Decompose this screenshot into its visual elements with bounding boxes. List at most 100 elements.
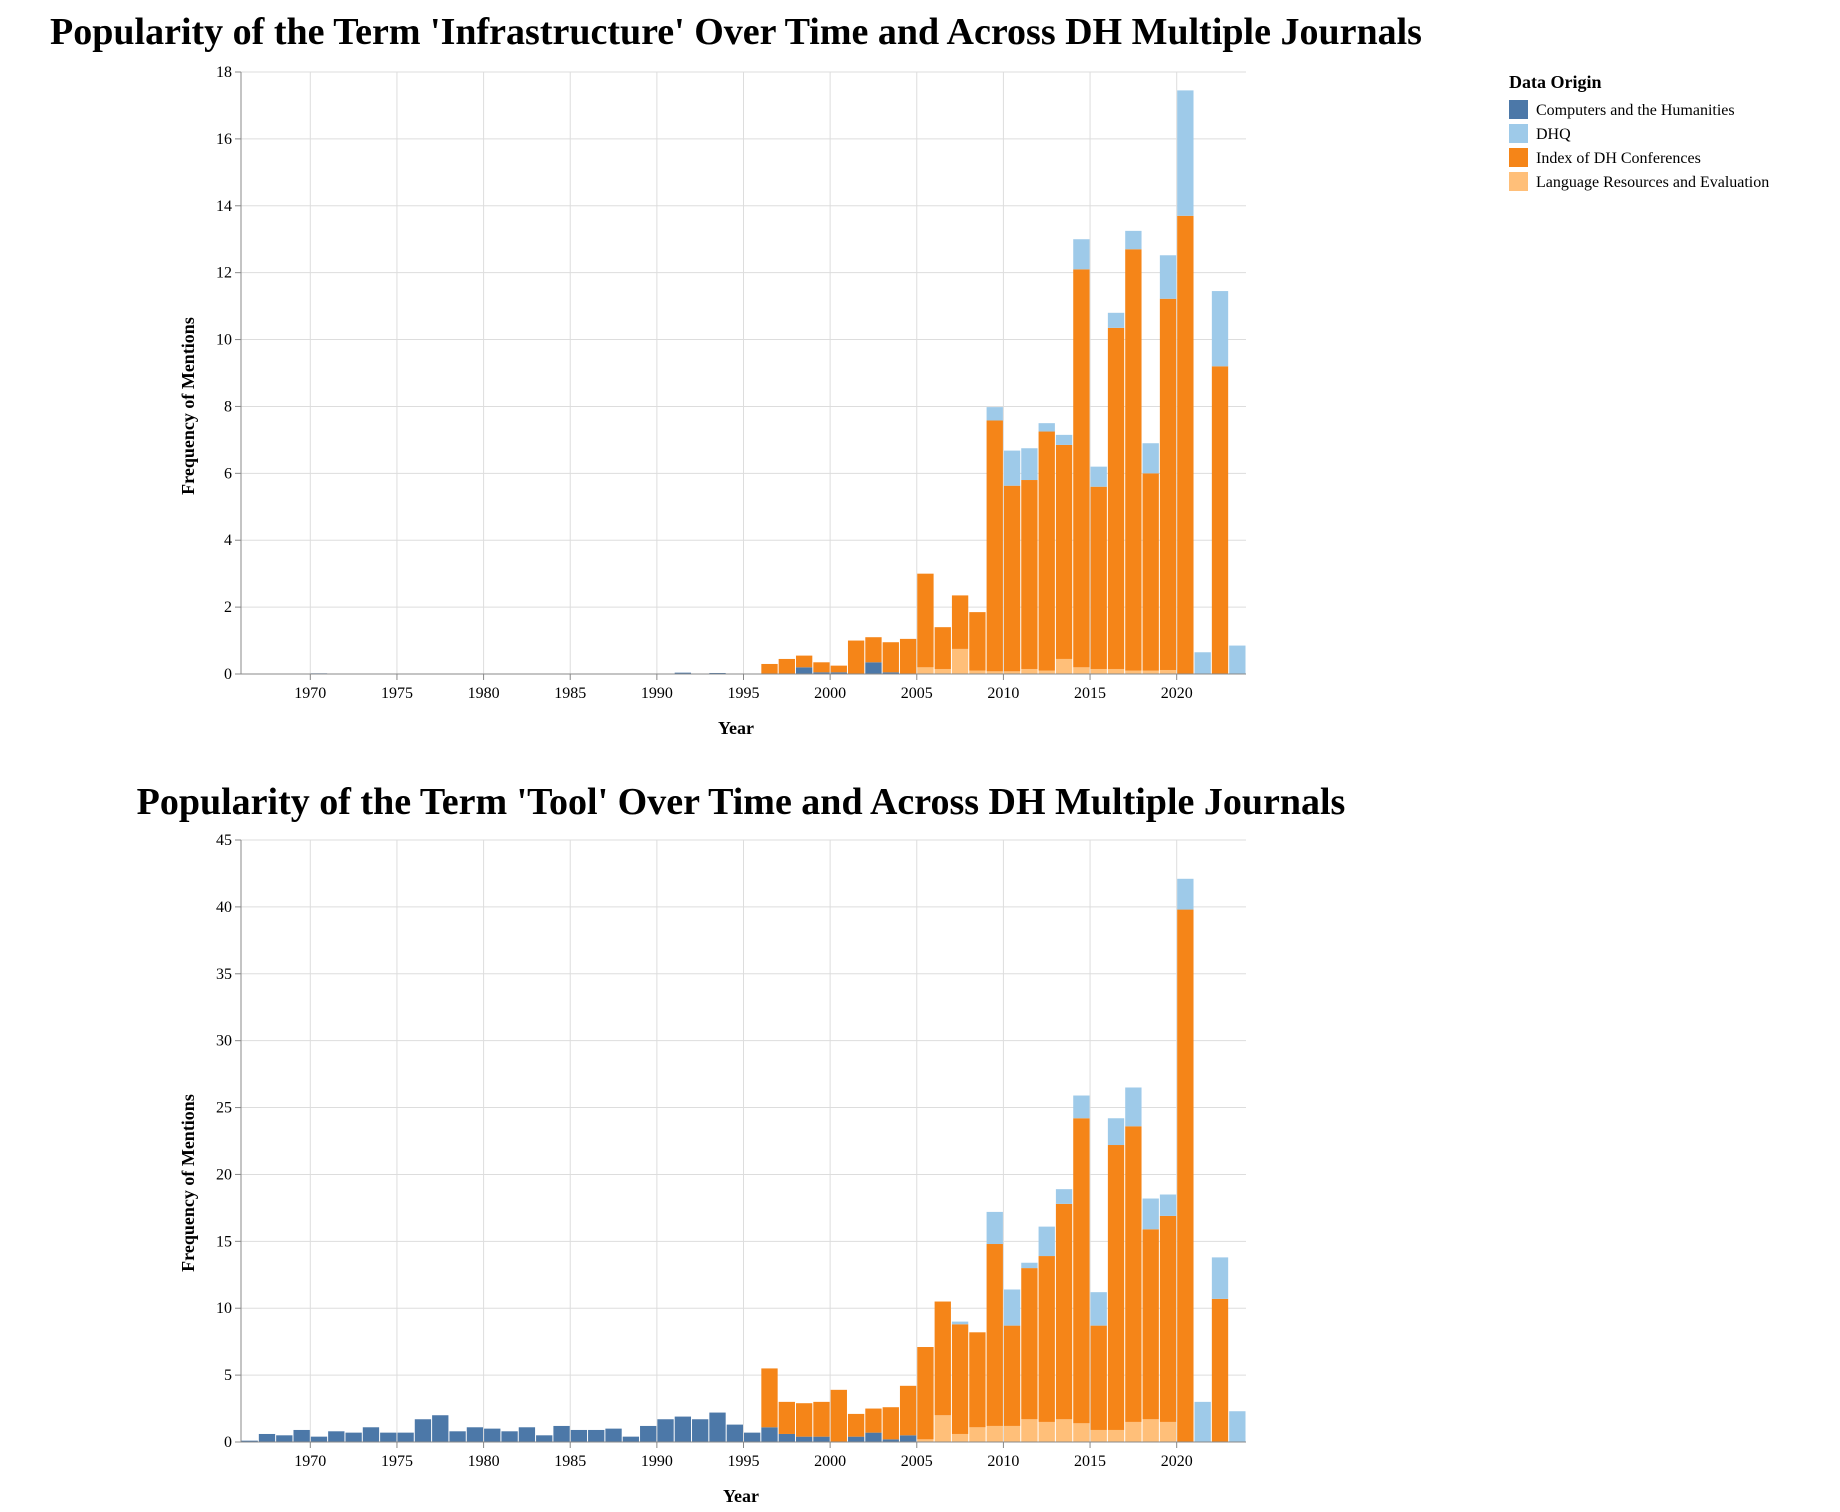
tool-bar-computers-and-the-humanities-1989 [640, 1425, 657, 1442]
tool-bar-computers-and-the-humanities-2004 [899, 1435, 917, 1442]
tool-bar-computers-and-the-humanities-1966 [241, 1440, 258, 1442]
tool-bar-computers-and-the-humanities-1994 [726, 1424, 743, 1442]
infrastructure-bar-index-of-dh-conferences-2003 [882, 642, 899, 673]
infrastructure-bar-dhq-2014 [1073, 239, 1090, 270]
tool-x-tick-label: 2020 [1161, 1453, 1193, 1470]
legend: Data Origin Computers and the Humanities… [1509, 72, 1769, 191]
infrastructure-bar-dhq-2016 [1107, 312, 1125, 328]
tool-bar-computers-and-the-humanities-1982 [518, 1427, 536, 1442]
infrastructure-chart-title: Popularity of the Term 'Infrastructure' … [50, 11, 1422, 53]
infrastructure-x-tick-label: 1995 [728, 685, 760, 702]
infrastructure-bar-index-of-dh-conferences-2000 [830, 665, 847, 673]
tool-bar-dhq-2009 [986, 1211, 1003, 1245]
infrastructure-bar-index-of-dh-conferences-2011 [1021, 480, 1038, 669]
tool-bar-dhq-2007 [951, 1321, 969, 1325]
infrastructure-bar-index-of-dh-conferences-2004 [899, 638, 917, 674]
infrastructure-bar-dhq-2010 [1003, 450, 1021, 486]
infrastructure-chart: Popularity of the Term 'Infrastructure' … [50, 11, 1422, 738]
tool-bar-index-of-dh-conferences-1997 [778, 1401, 795, 1434]
infrastructure-bar-computers-and-the-humanities-1991 [674, 672, 692, 674]
legend-label: Computers and the Humanities [1536, 102, 1735, 119]
tool-bar-index-of-dh-conferences-2005 [917, 1347, 934, 1440]
infrastructure-bar-language-resources-and-evaluation-2018 [1142, 670, 1159, 674]
infrastructure-bar-index-of-dh-conferences-2017 [1125, 249, 1142, 671]
tool-bar-index-of-dh-conferences-2006 [934, 1301, 951, 1416]
infrastructure-bar-index-of-dh-conferences-2001 [847, 640, 865, 674]
tool-bar-index-of-dh-conferences-2004 [899, 1385, 917, 1436]
infrastructure-bar-language-resources-and-evaluation-2013 [1055, 658, 1073, 674]
tool-bar-language-resources-and-evaluation-2011 [1021, 1419, 1038, 1442]
infrastructure-bar-dhq-2015 [1090, 466, 1107, 487]
infrastructure-bar-index-of-dh-conferences-2014 [1073, 269, 1090, 668]
infrastructure-bar-index-of-dh-conferences-2009 [986, 420, 1003, 672]
tool-bar-dhq-2020 [1177, 878, 1194, 910]
tool-bar-language-resources-and-evaluation-2018 [1142, 1419, 1159, 1442]
tool-bar-computers-and-the-humanities-1973 [362, 1427, 380, 1442]
tool-bar-computers-and-the-humanities-1987 [605, 1428, 622, 1442]
infrastructure-x-tick-label: 2015 [1074, 685, 1106, 702]
tool-bar-index-of-dh-conferences-2002 [865, 1408, 882, 1433]
infrastructure-x-tick-label: 2000 [814, 685, 846, 702]
infrastructure-bar-index-of-dh-conferences-1998 [795, 655, 813, 668]
legend-swatch [1509, 172, 1528, 191]
tool-x-tick-label: 1970 [294, 1453, 326, 1470]
tool-bar-computers-and-the-humanities-2003 [882, 1439, 899, 1442]
infrastructure-y-tick-label: 4 [224, 532, 232, 549]
tool-bar-dhq-2018 [1142, 1198, 1159, 1230]
infrastructure-y-tick-label: 10 [216, 332, 232, 349]
tool-x-tick-label: 1990 [641, 1453, 673, 1470]
tool-bar-index-of-dh-conferences-2000 [830, 1389, 847, 1442]
infrastructure-bar-dhq-2017 [1125, 230, 1142, 250]
infrastructure-bar-dhq-2013 [1055, 434, 1073, 445]
infrastructure-bar-dhq-2020 [1177, 90, 1194, 216]
tool-bar-computers-and-the-humanities-1985 [570, 1429, 588, 1442]
tool-bar-dhq-2014 [1073, 1095, 1090, 1119]
infrastructure-y-tick-label: 2 [224, 599, 232, 616]
infrastructure-bar-computers-and-the-humanities-1993 [709, 672, 726, 674]
legend-item-language-resources-and-evaluation: Language Resources and Evaluation [1509, 172, 1769, 191]
infrastructure-bar-computers-and-the-humanities-1999 [813, 672, 830, 674]
infrastructure-bar-computers-and-the-humanities-2000 [830, 672, 847, 674]
tool-y-tick-label: 25 [216, 1100, 232, 1117]
tool-bar-language-resources-and-evaluation-2014 [1073, 1423, 1090, 1442]
tool-x-tick-label: 1995 [728, 1453, 760, 1470]
infrastructure-x-tick-label: 1970 [294, 685, 326, 702]
tool-bar-dhq-2013 [1055, 1189, 1073, 1204]
infrastructure-bar-language-resources-and-evaluation-2010 [1003, 671, 1021, 674]
tool-bar-computers-and-the-humanities-1977 [432, 1415, 449, 1442]
infrastructure-y-tick-label: 14 [216, 198, 232, 215]
tool-x-tick-label: 2000 [814, 1453, 846, 1470]
infrastructure-bar-index-of-dh-conferences-2010 [1003, 485, 1021, 672]
infrastructure-bar-index-of-dh-conferences-2006 [934, 627, 951, 669]
tool-bar-computers-and-the-humanities-1969 [293, 1429, 310, 1442]
infrastructure-bar-dhq-2011 [1021, 448, 1038, 481]
legend-item-index-of-dh-conferences: Index of DH Conferences [1509, 148, 1701, 167]
tool-bar-computers-and-the-humanities-1991 [674, 1416, 692, 1442]
tool-bar-language-resources-and-evaluation-2009 [986, 1425, 1003, 1442]
tool-bar-index-of-dh-conferences-1998 [795, 1403, 813, 1437]
tool-y-tick-label: 15 [216, 1233, 232, 1250]
tool-bar-computers-and-the-humanities-1976 [414, 1419, 432, 1442]
tool-y-tick-label: 30 [216, 1033, 232, 1050]
legend-label: Index of DH Conferences [1536, 150, 1701, 167]
infrastructure-bar-index-of-dh-conferences-2022 [1211, 366, 1229, 674]
tool-bar-computers-and-the-humanities-1992 [692, 1419, 709, 1442]
infrastructure-y-tick-label: 8 [224, 398, 232, 415]
tool-bar-language-resources-and-evaluation-2007 [951, 1433, 969, 1442]
infrastructure-x-tick-label: 2005 [901, 685, 933, 702]
infrastructure-bar-language-resources-and-evaluation-2007 [951, 648, 969, 674]
tool-bar-index-of-dh-conferences-2020 [1177, 909, 1194, 1442]
tool-bar-computers-and-the-humanities-1978 [449, 1431, 466, 1442]
tool-bar-computers-and-the-humanities-1972 [345, 1432, 362, 1442]
tool-y-tick-label: 5 [224, 1367, 232, 1384]
infrastructure-bar-index-of-dh-conferences-2013 [1055, 444, 1073, 659]
tool-bar-index-of-dh-conferences-2008 [969, 1332, 986, 1428]
infrastructure-y-tick-label: 16 [216, 131, 232, 148]
tool-bar-index-of-dh-conferences-1996 [761, 1368, 778, 1428]
infrastructure-bar-language-resources-and-evaluation-2014 [1073, 667, 1090, 674]
tool-bar-index-of-dh-conferences-2011 [1021, 1268, 1038, 1420]
tool-bar-index-of-dh-conferences-2003 [882, 1407, 899, 1440]
tool-bar-computers-and-the-humanities-1974 [380, 1432, 397, 1442]
infrastructure-bar-index-of-dh-conferences-2019 [1159, 298, 1177, 670]
infrastructure-x-tick-label: 1980 [468, 685, 500, 702]
